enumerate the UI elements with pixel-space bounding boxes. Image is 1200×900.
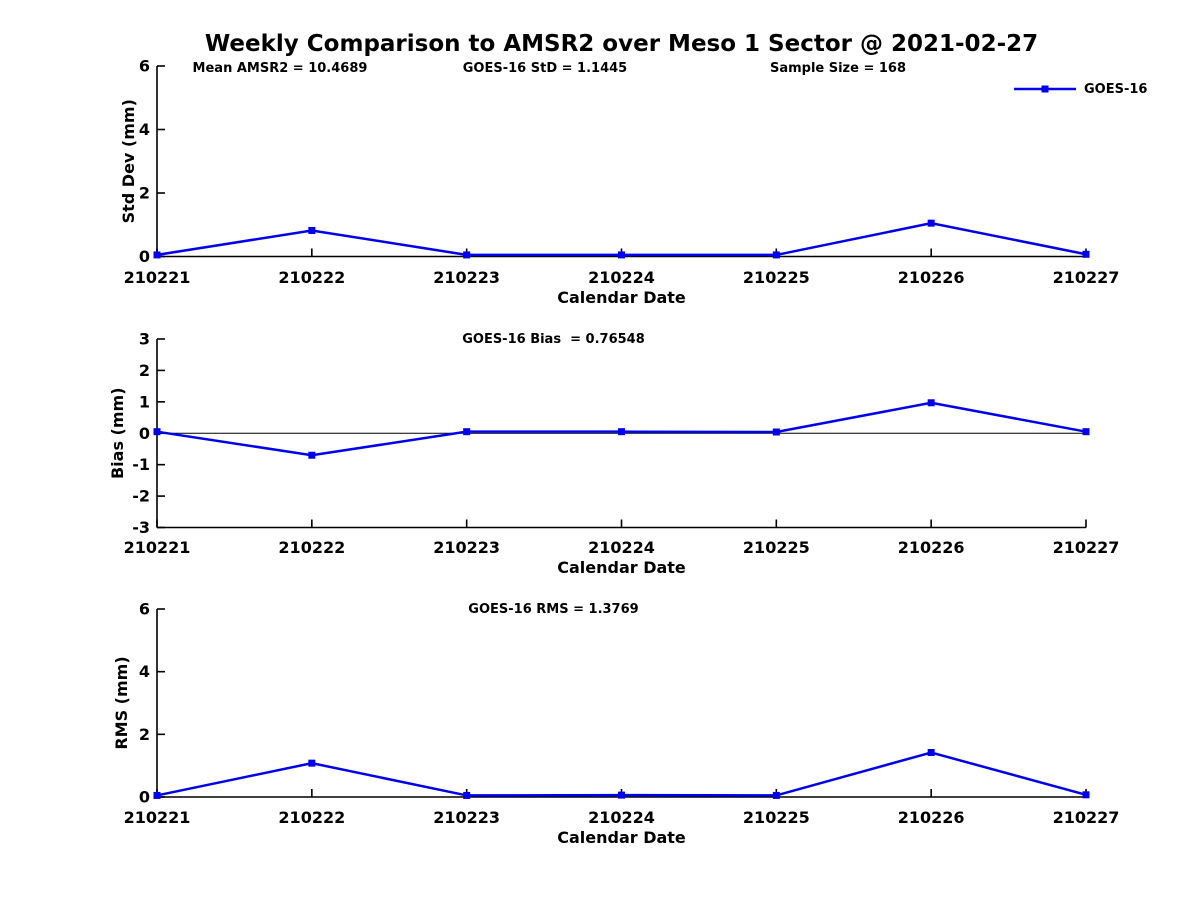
data-point-marker — [1082, 250, 1090, 258]
data-point-marker — [308, 451, 316, 459]
data-point-marker — [618, 791, 625, 799]
x-tick-label: 210226 — [898, 268, 965, 287]
data-point-marker — [927, 219, 935, 227]
data-point-marker — [772, 428, 780, 436]
x-tick-label: 210225 — [743, 538, 810, 557]
x-tick-label: 210222 — [278, 808, 345, 827]
data-point-marker — [153, 428, 161, 436]
data-point-marker — [463, 791, 471, 799]
x-tick-label: 210224 — [588, 268, 655, 287]
y-tick-label: 6 — [139, 600, 150, 619]
y-tick-label: 2 — [139, 725, 150, 744]
y-tick-label: 4 — [139, 662, 150, 681]
data-line — [156, 751, 1087, 797]
data-point-marker — [618, 428, 625, 436]
y-axis-label: RMS (mm) — [112, 656, 131, 749]
y-tick-label: 4 — [139, 120, 150, 139]
data-point-marker — [153, 791, 161, 799]
data-point-marker — [308, 759, 316, 767]
x-axis-label: Calendar Date — [557, 828, 686, 847]
stat-annotation: Sample Size = 168 — [770, 61, 906, 76]
y-tick-label: 6 — [139, 57, 150, 76]
data-point-marker — [927, 749, 935, 757]
x-tick-label: 210223 — [433, 538, 500, 557]
x-tick-label: 210225 — [743, 268, 810, 287]
x-tick-label: 210224 — [588, 808, 655, 827]
y-tick-label: 1 — [139, 392, 150, 411]
x-tick-label: 210224 — [588, 538, 655, 557]
data-point-marker — [1082, 791, 1090, 799]
x-axis-label: Calendar Date — [557, 558, 686, 577]
x-tick-label: 210222 — [278, 268, 345, 287]
data-point-marker — [1082, 428, 1090, 436]
x-tick-label: 210222 — [278, 538, 345, 557]
x-tick-label: 210225 — [743, 808, 810, 827]
data-point-marker — [308, 226, 316, 234]
y-tick-label: 0 — [139, 247, 150, 266]
x-tick-label: 210221 — [124, 808, 191, 827]
data-point-marker — [463, 428, 471, 436]
x-tick-label: 210226 — [898, 538, 965, 557]
data-point-marker — [772, 251, 780, 259]
y-tick-label: 3 — [139, 330, 150, 349]
x-tick-label: 210221 — [124, 538, 191, 557]
x-tick-label: 210227 — [1053, 538, 1120, 557]
y-tick-label: -3 — [132, 518, 150, 537]
stat-annotation: Mean AMSR2 = 10.4689 — [193, 61, 368, 76]
data-point-marker — [618, 251, 625, 259]
data-point-marker — [463, 251, 471, 259]
y-tick-label: 2 — [139, 184, 150, 203]
y-tick-label: 0 — [139, 424, 150, 443]
y-tick-label: -2 — [132, 487, 150, 506]
stat-annotation: GOES-16 RMS = 1.3769 — [468, 602, 638, 617]
y-tick-label: 2 — [139, 361, 150, 380]
y-tick-label: 0 — [139, 788, 150, 807]
data-point-marker — [153, 251, 161, 259]
y-tick-label: -1 — [132, 455, 150, 474]
y-axis-label: Bias (mm) — [108, 387, 127, 479]
legend-label: GOES-16 — [1084, 81, 1148, 97]
x-tick-label: 210226 — [898, 808, 965, 827]
data-point-marker — [772, 791, 780, 799]
x-tick-label: 210221 — [124, 268, 191, 287]
x-tick-label: 210223 — [433, 268, 500, 287]
y-axis-label: Std Dev (mm) — [119, 99, 138, 223]
legend: GOES-16 — [1012, 81, 1147, 97]
figure-title: Weekly Comparison to AMSR2 over Meso 1 S… — [204, 31, 1039, 57]
legend-square-marker-icon — [1041, 85, 1049, 93]
stat-annotation: GOES-16 StD = 1.1445 — [463, 61, 627, 76]
legend-line-sample — [1014, 85, 1076, 93]
x-tick-label: 210227 — [1053, 808, 1120, 827]
stat-annotation: GOES-16 Bias = 0.76548 — [462, 332, 645, 347]
data-point-marker — [927, 399, 935, 407]
x-tick-label: 210227 — [1053, 268, 1120, 287]
x-tick-label: 210223 — [433, 808, 500, 827]
x-axis-label: Calendar Date — [557, 288, 686, 307]
